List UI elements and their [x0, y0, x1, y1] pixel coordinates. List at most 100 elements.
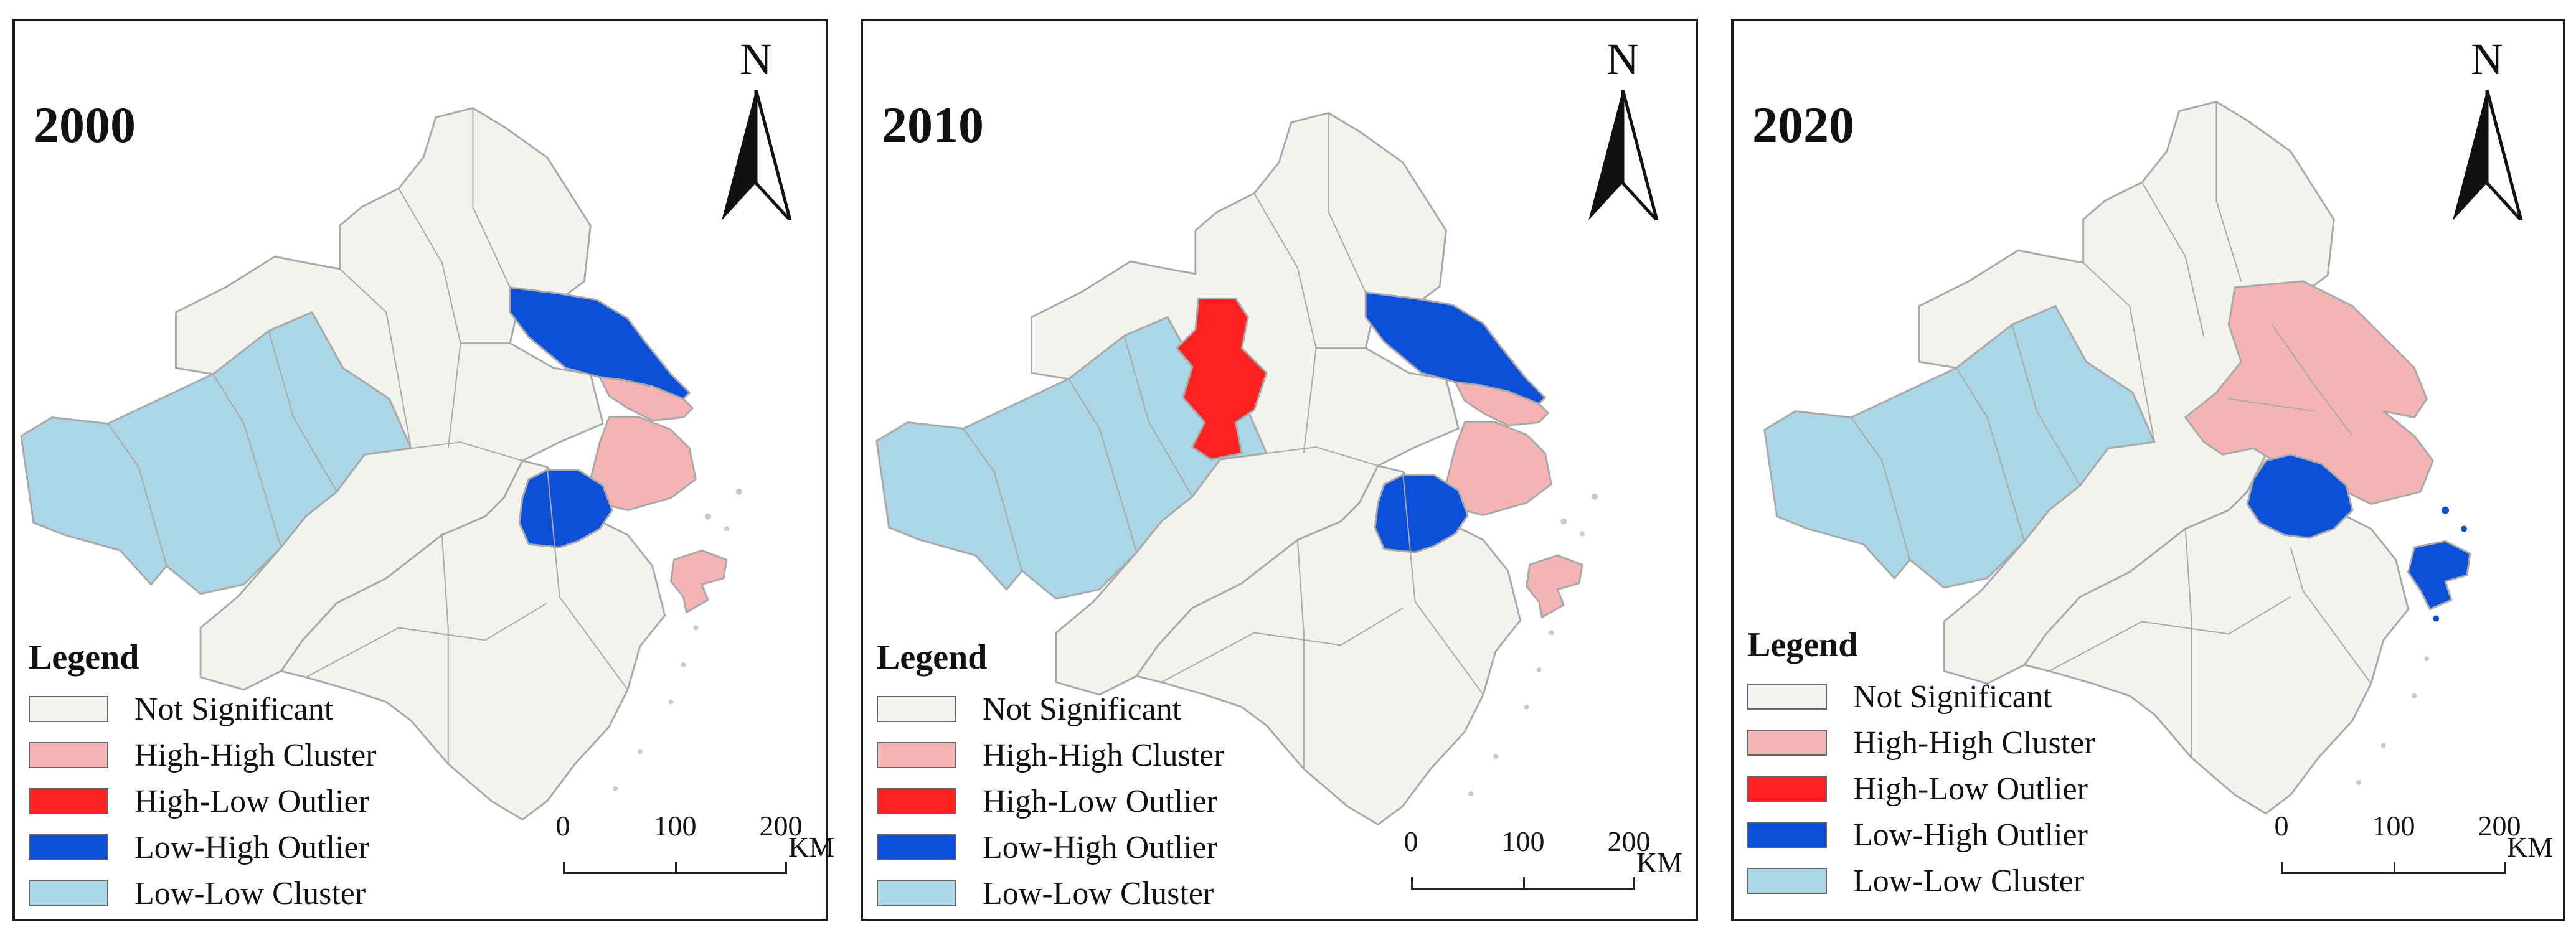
legend-title: Legend [29, 638, 139, 677]
legend-label: Not Significant [983, 691, 1182, 727]
north-arrow-icon [722, 90, 792, 220]
legend-item: High-Low Outlier [29, 778, 377, 824]
north-arrow: N [1585, 34, 1660, 220]
scale-tick-label: 200 [2478, 810, 2521, 842]
region-high-high-shanghai [589, 416, 697, 512]
legend-item: Not Significant [29, 686, 377, 732]
region-not-significant-south [280, 459, 666, 821]
region-not-significant-south [2023, 453, 2409, 815]
north-label: N [2471, 34, 2503, 84]
region-not-significant-south [1135, 464, 1522, 826]
legend-label: Not Significant [1853, 679, 2052, 715]
coastal-islands [613, 488, 742, 791]
legend-label: High-Low Outlier [1853, 771, 2088, 807]
legend-label: High-High Cluster [134, 737, 377, 773]
legend-item: Low-Low Cluster [877, 870, 1225, 916]
scale-tick-label: 0 [2274, 810, 2289, 842]
legend-swatch [877, 742, 956, 768]
region-high-high-shanghai [1445, 421, 1552, 517]
region-high-high-strip [1454, 381, 1549, 426]
scale-bar: 0 100 200 KM [2275, 806, 2553, 905]
legend-swatch [29, 696, 108, 722]
scale-bar: 0 100 200 KM [556, 806, 834, 905]
legend-title: Legend [1747, 626, 1858, 664]
scale-tick-label: 0 [1404, 825, 1418, 857]
legend-label: Low-High Outlier [134, 829, 369, 865]
lisa-cluster-map-2010 [875, 111, 1598, 826]
district-boundaries [963, 113, 1484, 769]
map-panel-2010: 2010 N Legend Not Significant High-High … [861, 19, 1698, 921]
north-arrow-icon [2453, 90, 2523, 220]
legend-item: Low-Low Cluster [1747, 858, 2095, 904]
legend-swatch [1747, 730, 1827, 756]
region-high-high-strip [598, 376, 694, 421]
scale-tick-label: 100 [1501, 825, 1545, 857]
north-label: N [1606, 34, 1639, 84]
map-panel-2000: 2000 N Legend Not Significant High-High … [12, 19, 834, 921]
legend: Legend Not Significant High-High Cluster… [1747, 625, 2095, 904]
legend-label: Not Significant [134, 691, 334, 727]
map-panel-2020: 2020 N Legend Not Significant High-High … [1731, 19, 2565, 921]
legend-item: Not Significant [1747, 674, 2095, 720]
region-low-high-south [2246, 453, 2354, 539]
legend-swatch [877, 696, 956, 722]
legend-item: High-High Cluster [877, 732, 1225, 778]
scale-mid-tick [2394, 862, 2395, 874]
legend-label: High-Low Outlier [134, 783, 369, 819]
legend-item: Low-Low Cluster [29, 870, 377, 916]
region-low-high-south [518, 469, 613, 548]
legend-label: High-Low Outlier [983, 783, 1217, 819]
legend-item: Low-High Outlier [877, 824, 1225, 870]
region-high-high-cluster [2184, 280, 2434, 505]
legend-swatch [1747, 868, 1827, 894]
district-boundaries [107, 108, 628, 764]
scale-mid-tick [675, 862, 677, 874]
scale-unit-label: KM [2507, 831, 2554, 863]
region-high-high-islands [670, 549, 728, 614]
legend-label: Low-High Outlier [983, 829, 1217, 865]
legend-swatch [29, 880, 108, 906]
scale-tick-label: 0 [555, 810, 570, 842]
legend-label: Low-Low Cluster [134, 875, 366, 911]
north-arrow: N [2450, 34, 2524, 220]
lisa-cluster-map-2000 [20, 107, 742, 821]
legend-label: Low-Low Cluster [983, 875, 1214, 911]
legend-label: High-High Cluster [1853, 725, 2095, 761]
legend-swatch [1747, 776, 1827, 802]
legend-title: Legend [877, 638, 988, 677]
legend-swatch [877, 834, 956, 860]
region-low-high-islands [2407, 540, 2471, 611]
legend-item: Not Significant [877, 686, 1225, 732]
map-year-label: 2020 [1752, 96, 1854, 153]
legend-label: Low-Low Cluster [1853, 863, 2085, 899]
legend-item: High-Low Outlier [877, 778, 1225, 824]
region-low-high-south [1374, 474, 1469, 553]
legend-swatch [877, 788, 956, 814]
legend: Legend Not Significant High-High Cluster… [877, 637, 1225, 916]
legend-swatch [29, 788, 108, 814]
scale-mid-tick [1523, 877, 1525, 890]
legend-swatch [1747, 684, 1827, 710]
scale-tick-label: 100 [653, 810, 697, 842]
scale-tick-label: 100 [2372, 810, 2415, 842]
legend-label: Low-High Outlier [1853, 817, 2088, 853]
scale-tick-label: 200 [1607, 825, 1651, 857]
coastal-islands [2433, 506, 2467, 622]
scale-bar: 0 100 200 KM [1404, 821, 1682, 921]
scale-unit-label: KM [1636, 847, 1683, 878]
legend: Legend Not Significant High-High Cluster… [29, 637, 377, 916]
legend-swatch [29, 742, 108, 768]
legend-swatch [877, 880, 956, 906]
legend-swatch [29, 834, 108, 860]
scale-tick-label: 200 [759, 810, 803, 842]
legend-item: High-High Cluster [29, 732, 377, 778]
legend-item: High-Low Outlier [1747, 766, 2095, 812]
region-high-high-islands [1526, 554, 1583, 619]
legend-swatch [1747, 822, 1827, 848]
legend-item: High-High Cluster [1747, 720, 2095, 766]
scale-unit-label: KM [788, 831, 835, 863]
legend-label: High-High Cluster [983, 737, 1225, 773]
north-arrow-icon [1588, 90, 1659, 220]
map-year-label: 2010 [882, 96, 984, 153]
legend-item: Low-High Outlier [1747, 812, 2095, 858]
